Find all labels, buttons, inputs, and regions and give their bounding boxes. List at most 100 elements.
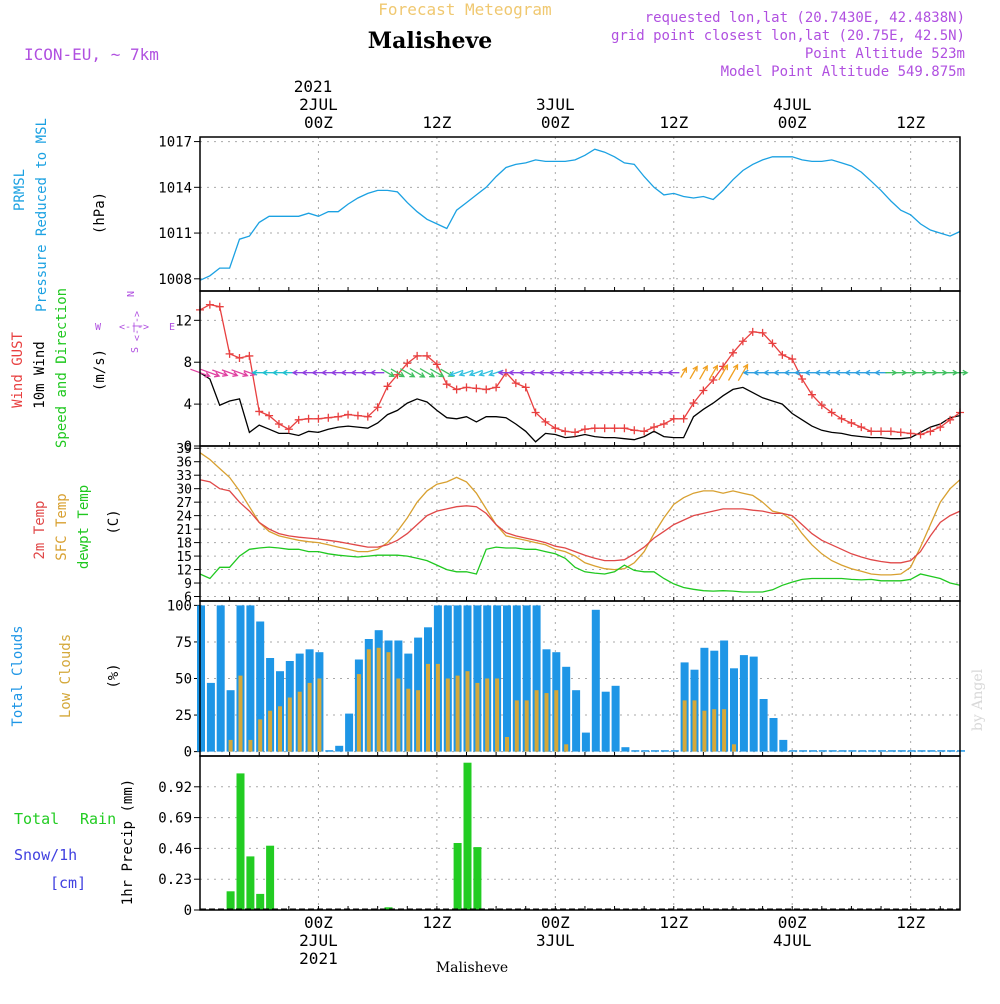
wind-ytick-label: 12 (175, 313, 192, 329)
wind-speed-line (199, 372, 961, 443)
wind-direction-arrow (380, 368, 395, 377)
top-time-label: 12Z (659, 113, 688, 132)
pressure-ytick-label: 1014 (158, 180, 192, 196)
gust-point (758, 328, 767, 337)
total-clouds-bar (897, 750, 906, 752)
precip-label-cm: [cm] (50, 874, 86, 892)
gust-point (432, 360, 441, 369)
wind-direction-arrow (231, 369, 249, 377)
low-clouds-bar (238, 675, 243, 752)
wind-direction-arrow (874, 369, 887, 376)
gust-point (353, 411, 362, 420)
gust-point (235, 354, 244, 363)
grid-point-coords: grid point closest lon,lat (20.75E, 42.5… (611, 28, 965, 44)
temperature-ytick-label: 27 (176, 496, 192, 511)
low-clouds-bar (228, 739, 233, 752)
gust-point (423, 351, 432, 360)
wind-direction-arrow (369, 369, 385, 376)
temperature-ytick-label: 36 (176, 456, 192, 471)
wind-label-1: Wind GUST (10, 332, 26, 408)
low-clouds-bar (712, 709, 717, 752)
wind-direction-arrow (689, 365, 698, 380)
wind-ytick-label: 4 (184, 397, 192, 413)
pressure-ytick-label: 1008 (158, 272, 192, 288)
gust-point (324, 413, 333, 422)
wind-direction-arrow (666, 369, 680, 376)
temperature-ytick-label: 24 (176, 510, 192, 525)
wind-label-3: Speed and Direction (54, 288, 70, 448)
total-clouds-bar (522, 605, 531, 752)
low-clouds-bar (732, 744, 736, 752)
low-clouds-bar (268, 710, 273, 752)
gust-point (709, 376, 718, 385)
rain-bar (226, 891, 235, 910)
gust-point (807, 390, 816, 399)
total-clouds-bar (335, 745, 344, 752)
pressure-ytick-label: 1011 (158, 226, 192, 242)
gust-point (877, 427, 886, 436)
wind-direction-arrow (212, 369, 229, 377)
clouds-ytick-label: 0 (184, 745, 192, 761)
total-clouds-bar (641, 750, 650, 752)
watermark: by Angel (970, 668, 986, 731)
total-clouds-bar (503, 605, 511, 752)
compass-arrows-horizontal: <-|-> (119, 322, 149, 333)
total-clouds-bar (512, 605, 521, 752)
total-clouds-bar (749, 656, 758, 752)
total-clouds-bar (858, 750, 867, 752)
gust-point (383, 382, 392, 391)
total-clouds-bar (917, 750, 926, 752)
temperature-ytick-label: 39 (176, 442, 192, 457)
wind-panel: 0 4 8 12 (175, 290, 969, 455)
pressure-ytick-label: 1017 (158, 135, 192, 151)
total-clouds-bar (631, 750, 640, 752)
gust-point (817, 401, 826, 410)
gust-point (728, 348, 737, 357)
temp-label-1: 2m Temp (32, 500, 48, 559)
wind-direction-arrow (718, 364, 729, 381)
total-clouds-bar (769, 718, 778, 752)
rain-bar (266, 845, 275, 910)
wind-direction-arrow (409, 367, 426, 378)
top-time-label: 12Z (422, 113, 451, 132)
total-clouds-bar (562, 666, 571, 752)
gust-point (521, 383, 530, 392)
gust-point (373, 403, 382, 412)
sfc-temp-line (199, 452, 961, 576)
gust-point (403, 359, 412, 368)
gust-point (492, 383, 501, 392)
total-clouds-bar (651, 750, 659, 752)
total-clouds-bar (878, 750, 886, 752)
gust-point (778, 350, 787, 359)
gust-point (413, 351, 422, 360)
clouds-label-2: Low Clouds (58, 634, 74, 718)
pressure-labels: PRMSL Pressure Reduced to MSL (hPa) (12, 118, 108, 312)
precip-ytick-label: 0.92 (158, 780, 192, 796)
precip-label-rain: Rain (80, 810, 116, 828)
gust-point (847, 418, 856, 427)
low-clouds-bar (534, 690, 539, 752)
gust-point (827, 408, 836, 417)
low-clouds-bar (366, 649, 371, 752)
total-clouds-bar (730, 668, 738, 752)
wind-direction-arrow (429, 368, 445, 378)
low-clouds-bar (307, 682, 312, 752)
total-clouds-bar (197, 605, 205, 752)
temperature-ytick-label: 30 (176, 483, 192, 498)
gust-point (857, 423, 866, 432)
pressure-frame (199, 136, 961, 292)
wind-direction-arrow (399, 368, 416, 378)
precip-ytick-label: 0.46 (158, 841, 192, 857)
gust-point (482, 385, 491, 394)
low-clouds-bar (317, 678, 322, 752)
total-clouds-bar (226, 690, 235, 752)
gust-point (630, 426, 639, 435)
gust-point (334, 412, 343, 421)
low-clouds-bar (416, 690, 421, 752)
footer-location: Malisheve (436, 960, 508, 976)
wind-direction-arrow (468, 369, 483, 377)
top-time-label: 2JUL (299, 95, 338, 114)
low-clouds-bar (475, 682, 480, 752)
low-clouds-bar (356, 674, 361, 752)
point-altitude: Point Altitude 523m (805, 46, 965, 62)
